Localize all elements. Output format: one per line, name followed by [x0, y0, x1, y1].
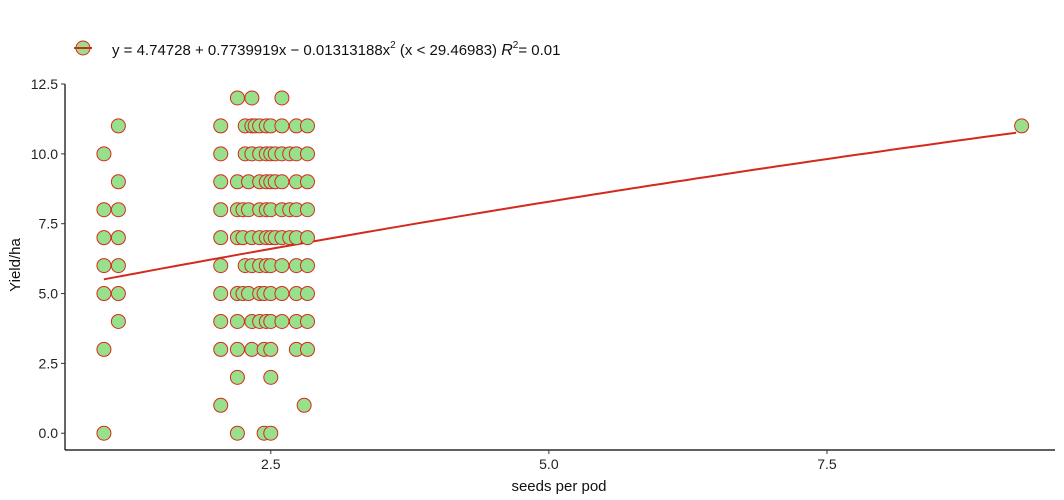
data-point [229, 90, 245, 106]
data-point [96, 341, 112, 357]
data-point [96, 146, 112, 162]
fit-line [103, 131, 1017, 281]
data-point [263, 425, 279, 441]
data-point [299, 146, 315, 162]
data-point [110, 286, 126, 302]
data-point [299, 313, 315, 329]
data-point [213, 397, 229, 413]
data-point [299, 118, 315, 134]
data-point [96, 425, 112, 441]
data-point [274, 90, 290, 106]
data-point [299, 341, 315, 357]
points-layer [96, 90, 1030, 441]
data-point [299, 258, 315, 274]
data-point [110, 230, 126, 246]
data-point [299, 174, 315, 190]
data-point [296, 397, 312, 413]
data-point [213, 341, 229, 357]
data-point [244, 90, 260, 106]
data-point [213, 313, 229, 329]
data-point [213, 230, 229, 246]
data-point [213, 174, 229, 190]
data-point [274, 258, 290, 274]
data-point [110, 174, 126, 190]
data-point [96, 202, 112, 218]
equation-prefix: y = 4.74728 + 0.7739919x − 0.01313188x [112, 42, 391, 59]
y-axis-title: Yield/ha [7, 238, 24, 292]
data-point [299, 286, 315, 302]
x-tick-label: 5.0 [539, 456, 559, 472]
data-point [110, 258, 126, 274]
data-point [213, 146, 229, 162]
x-axis-title: seeds per pod [511, 478, 606, 495]
data-point [213, 202, 229, 218]
y-tick-label: 7.5 [39, 216, 59, 232]
axes: 0.0 2.5 5.0 7.5 10.0 12.5 2.5 5.0 7.5 [31, 76, 1055, 472]
legend: y = 4.74728 + 0.7739919x − 0.01313188x2 … [74, 40, 560, 59]
data-point [96, 286, 112, 302]
data-point [213, 286, 229, 302]
data-point [110, 202, 126, 218]
data-point [229, 341, 245, 357]
r2-value: = 0.01 [518, 42, 560, 59]
y-tick-label: 5.0 [39, 286, 59, 302]
equation-exponent: 2 [390, 40, 396, 51]
data-point [110, 118, 126, 134]
legend-key-icon [74, 40, 92, 56]
r2-label: R [501, 42, 513, 59]
data-point [299, 230, 315, 246]
data-point [213, 118, 229, 134]
equation-condition: (x < 29.46983) [400, 42, 497, 59]
data-point [229, 369, 245, 385]
y-tick-label: 10.0 [31, 146, 58, 162]
data-point [110, 313, 126, 329]
fit-line-layer [103, 131, 1017, 281]
data-point [274, 118, 290, 134]
x-tick-label: 7.5 [817, 456, 837, 472]
data-point [263, 341, 279, 357]
r2-exponent: 2 [513, 40, 519, 51]
data-point [96, 230, 112, 246]
data-point [229, 425, 245, 441]
data-point [263, 369, 279, 385]
y-tick-label: 2.5 [39, 355, 59, 371]
y-tick-label: 12.5 [31, 76, 58, 92]
data-point [213, 258, 229, 274]
data-point [274, 313, 290, 329]
data-point [1014, 118, 1030, 134]
data-point [229, 313, 245, 329]
data-point [274, 286, 290, 302]
y-tick-label: 0.0 [39, 425, 59, 441]
data-point [96, 258, 112, 274]
legend-equation: y = 4.74728 + 0.7739919x − 0.01313188x2 … [112, 40, 560, 59]
x-tick-label: 2.5 [261, 456, 281, 472]
data-point [274, 174, 290, 190]
data-point [299, 202, 315, 218]
